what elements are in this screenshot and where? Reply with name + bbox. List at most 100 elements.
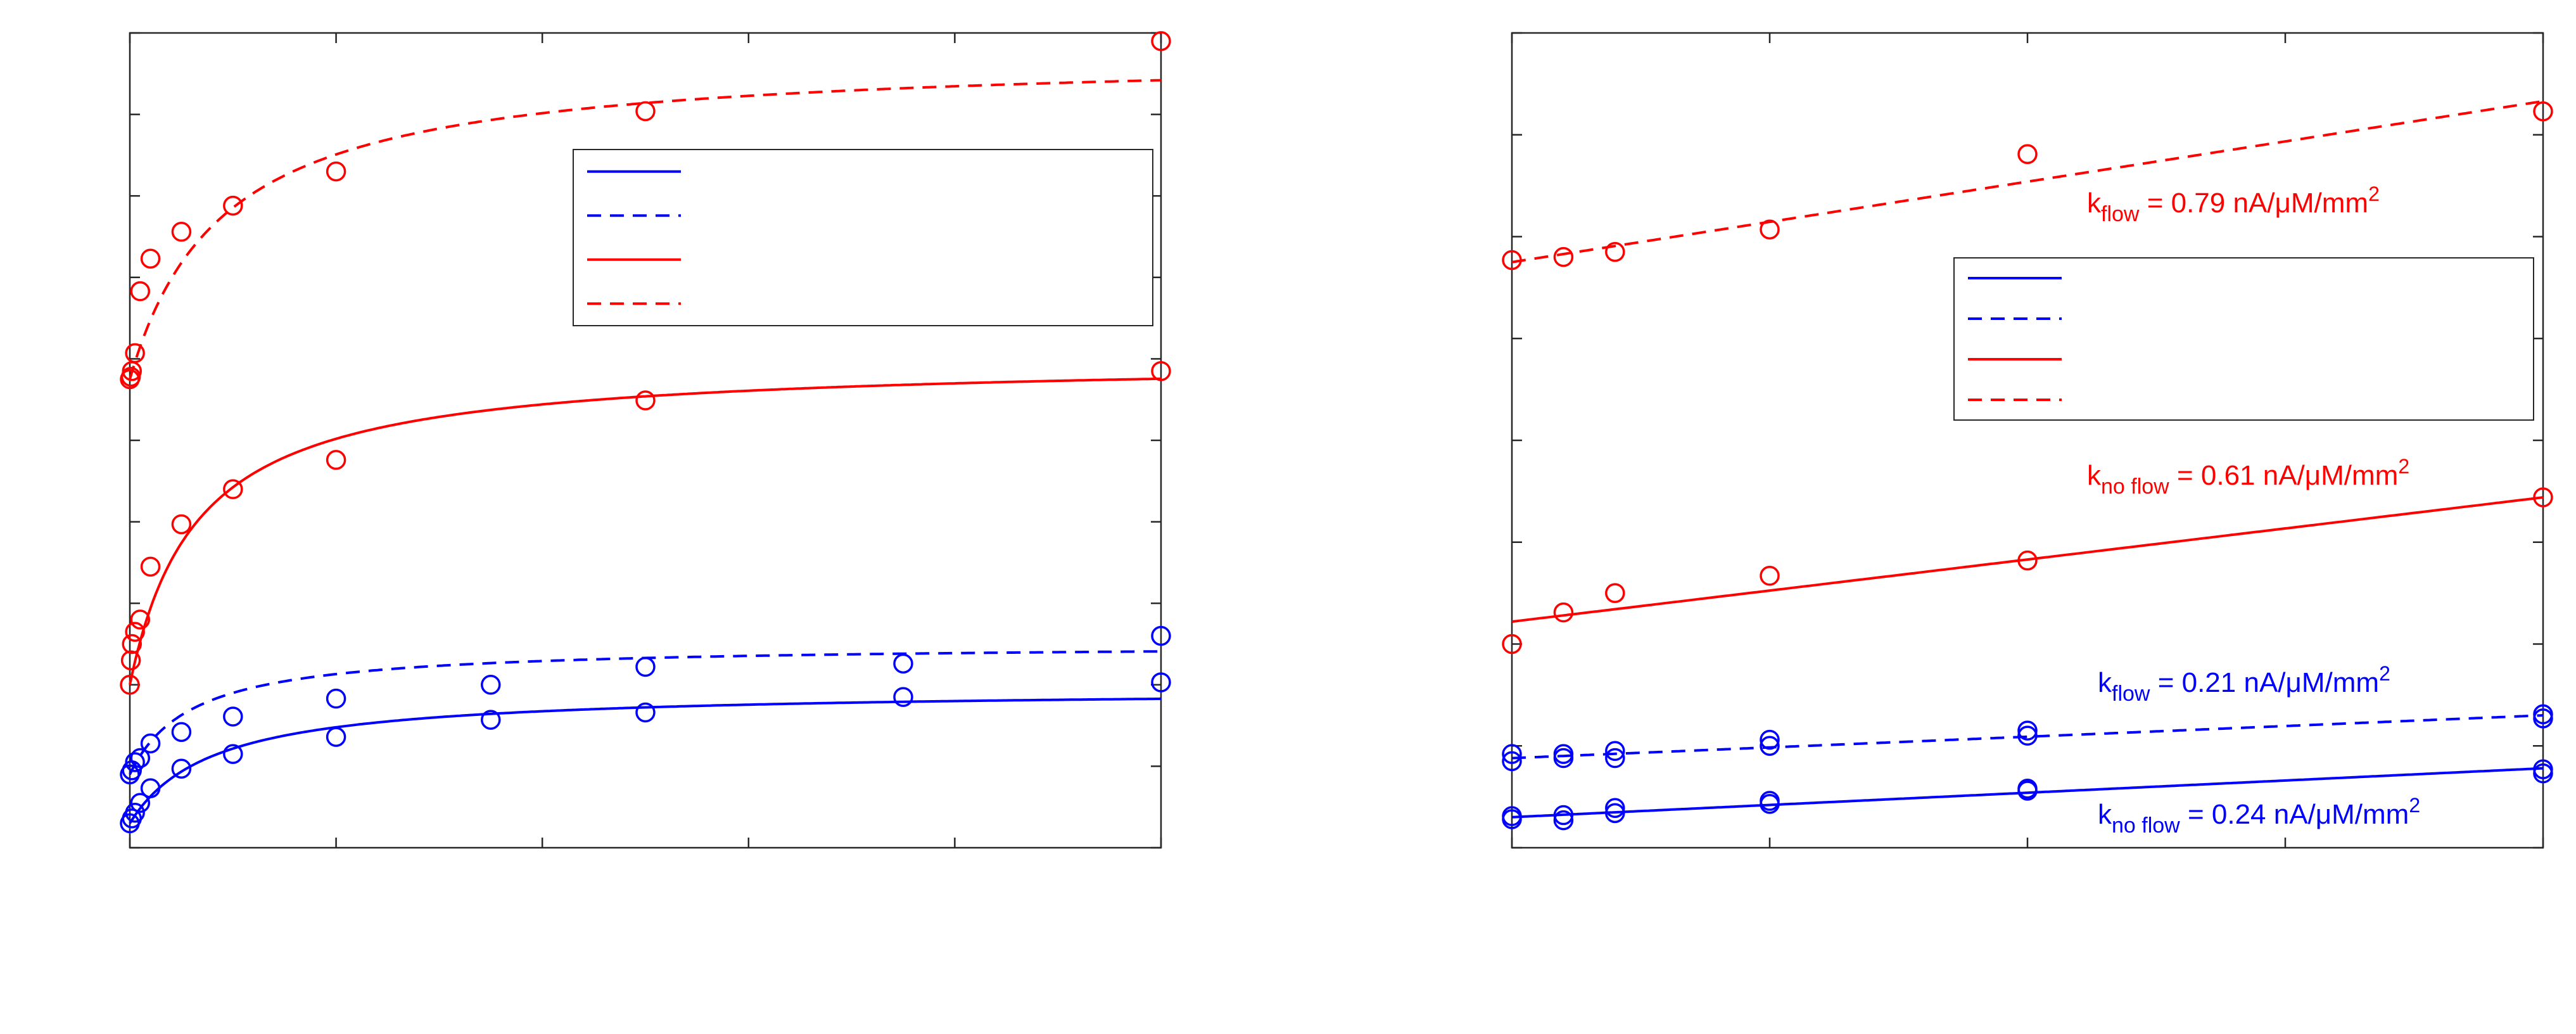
data-point-series-1 (171, 722, 192, 743)
data-point-series-1 (1553, 748, 1574, 769)
chart-panel-0 (120, 31, 1171, 849)
annotation-subscript: flow (2112, 682, 2150, 706)
fit-line-series-1 (1511, 714, 2544, 760)
data-point-series-1 (326, 688, 346, 709)
fit-line-series-3 (1511, 99, 2544, 264)
data-point-series-3 (635, 101, 656, 122)
annotation-value: = 0.61 nA/μM/mm (2169, 460, 2399, 491)
data-point-series-1 (1605, 741, 1625, 762)
slope-annotation-0: kflow = 0.79 nA/μM/mm2 (2087, 182, 2380, 226)
fit-line-series-2 (1511, 496, 2544, 623)
data-point-series-2 (223, 479, 243, 499)
data-point-series-2 (2533, 487, 2553, 507)
data-point-series-3 (1553, 246, 1574, 267)
data-point-series-0 (1553, 810, 1574, 831)
data-point-series-1 (140, 733, 161, 754)
data-point-series-0 (1605, 803, 1625, 824)
data-point-series-0 (2017, 779, 2038, 799)
annotation-value: = 0.24 nA/μM/mm (2180, 799, 2409, 830)
fit-line-series-0 (129, 697, 1162, 824)
data-point-series-3 (2017, 144, 2038, 165)
data-point-series-2 (635, 390, 656, 411)
data-point-series-3 (1760, 219, 1780, 239)
data-point-series-2 (326, 450, 346, 470)
data-point-series-0 (1151, 672, 1171, 693)
annotation-subscript: flow (2101, 202, 2140, 226)
fit-line-series-3 (129, 79, 1162, 380)
data-point-series-0 (1502, 806, 1522, 826)
data-point-series-2 (120, 650, 141, 670)
data-point-series-2 (171, 514, 192, 535)
legend-box (1953, 257, 2534, 421)
annotation-superscript: 2 (2398, 455, 2409, 478)
data-point-series-1 (1760, 729, 1780, 750)
data-point-series-3 (130, 281, 151, 302)
data-point-series-3 (1605, 241, 1625, 262)
data-point-series-3 (1151, 31, 1171, 51)
data-point-series-0 (140, 778, 161, 798)
data-point-series-0 (223, 744, 243, 764)
data-point-series-2 (1553, 602, 1574, 623)
data-point-series-2 (2017, 550, 2038, 571)
annotation-subscript: no flow (2101, 475, 2169, 499)
annotation-value: = 0.79 nA/μM/mm (2139, 188, 2368, 219)
annotation-k: k (2098, 799, 2112, 830)
slope-annotation-3: kno flow = 0.24 nA/μM/mm2 (2098, 794, 2420, 838)
data-point-series-1 (1553, 744, 1574, 764)
data-point-series-0 (481, 710, 501, 730)
fit-line-series-1 (129, 650, 1162, 776)
data-point-series-0 (1760, 791, 1780, 811)
data-point-series-1 (481, 675, 501, 695)
data-point-series-2 (140, 556, 161, 577)
fit-line-series-0 (1511, 767, 2544, 819)
data-point-series-3 (140, 248, 161, 269)
data-point-series-3 (171, 222, 192, 242)
data-point-series-0 (893, 687, 913, 707)
data-point-series-1 (635, 656, 656, 677)
data-point-series-3 (223, 195, 243, 216)
slope-annotation-1: kno flow = 0.61 nA/μM/mm2 (2087, 455, 2409, 499)
data-point-series-2 (130, 610, 151, 630)
annotation-superscript: 2 (2409, 794, 2420, 817)
data-point-series-1 (893, 653, 913, 674)
data-point-series-3 (125, 343, 145, 364)
data-point-series-1 (1502, 751, 1522, 772)
annotation-k: k (2098, 667, 2112, 698)
data-point-series-1 (223, 706, 243, 727)
data-point-series-2 (1605, 583, 1625, 603)
data-point-series-0 (326, 727, 346, 747)
data-point-series-1 (2017, 725, 2038, 746)
data-point-series-1 (1760, 736, 1780, 756)
data-point-series-1 (2533, 704, 2553, 725)
data-point-series-1 (2017, 720, 2038, 741)
annotation-k: k (2087, 188, 2102, 219)
annotation-subscript: no flow (2112, 814, 2180, 838)
data-point-series-3 (2533, 101, 2553, 122)
data-point-series-1 (1151, 625, 1171, 646)
data-point-series-2 (1760, 566, 1780, 586)
data-point-series-3 (326, 161, 346, 182)
annotation-k: k (2087, 460, 2102, 491)
legend-box (573, 149, 1153, 326)
data-point-series-3 (1502, 250, 1522, 271)
data-point-series-2 (1151, 361, 1171, 381)
data-point-series-2 (125, 622, 145, 642)
slope-annotation-2: kflow = 0.21 nA/μM/mm2 (2098, 662, 2390, 706)
data-point-series-0 (1553, 805, 1574, 826)
data-point-series-1 (125, 752, 145, 772)
data-point-series-0 (1605, 798, 1625, 819)
data-point-series-1 (130, 748, 151, 769)
data-point-series-1 (1502, 744, 1522, 764)
data-point-series-0 (130, 793, 151, 814)
data-point-series-0 (2533, 759, 2553, 779)
plot-frame (1511, 32, 2544, 849)
data-point-series-0 (125, 802, 145, 823)
annotation-superscript: 2 (2379, 662, 2390, 685)
data-point-series-2 (120, 675, 140, 695)
annotation-superscript: 2 (2368, 182, 2380, 205)
data-point-series-1 (1605, 748, 1625, 769)
fit-line-series-2 (129, 377, 1162, 686)
annotation-value: = 0.21 nA/μM/mm (2150, 667, 2379, 698)
data-point-series-0 (635, 702, 656, 723)
